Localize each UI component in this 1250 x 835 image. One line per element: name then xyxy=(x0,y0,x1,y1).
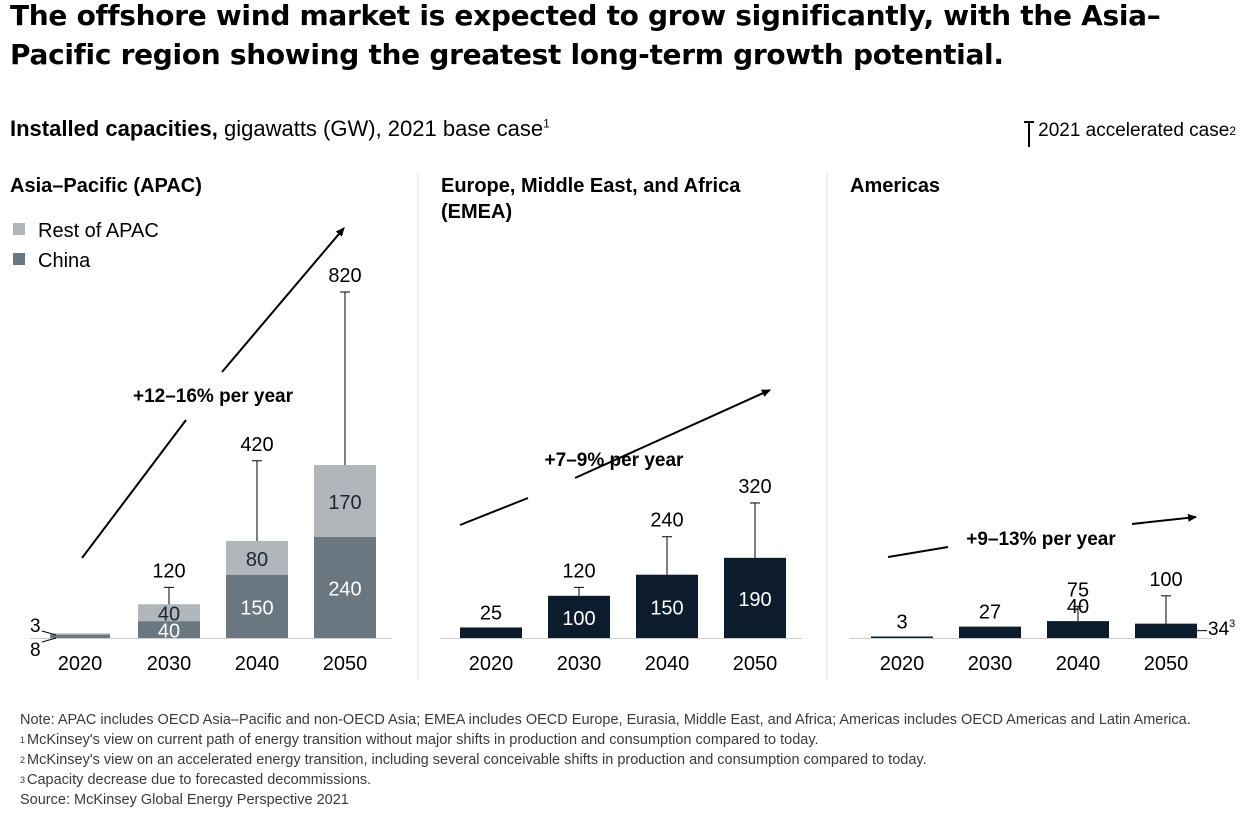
americas-category-label: 2020 xyxy=(880,653,925,675)
apac-bar-rest xyxy=(138,604,200,622)
chart-title: The offshore wind market is expected to … xyxy=(10,0,1161,71)
americas-bar xyxy=(871,636,933,638)
emea-accelerated-label: 240 xyxy=(650,510,683,532)
americas-value-label: 343 xyxy=(1208,618,1235,640)
apac-accelerated-label: 420 xyxy=(240,434,273,456)
americas-bar xyxy=(959,626,1021,638)
emea-category-label: 2050 xyxy=(733,653,778,675)
legend-label-rest-apac: Rest of APAC xyxy=(38,220,159,242)
apac-label-rest: 80 xyxy=(246,549,268,571)
emea-category-label: 2040 xyxy=(645,653,690,675)
error-bar-icon xyxy=(1024,121,1035,147)
apac-growth-label: +12–16% per year xyxy=(133,386,294,407)
apac-label-rest: 40 xyxy=(158,604,180,626)
emea-category-label: 2030 xyxy=(557,653,602,675)
apac-label-china-2020: 8 xyxy=(30,640,41,661)
emea-accelerated-label: 320 xyxy=(738,476,771,498)
emea-bar xyxy=(460,627,522,638)
apac-callout-line xyxy=(41,630,57,636)
americas-category-label: 2030 xyxy=(968,653,1013,675)
americas-category-label: 2040 xyxy=(1056,653,1101,675)
apac-panel-title: Asia–Pacific (APAC) xyxy=(10,175,202,197)
apac-growth-arrow xyxy=(81,419,187,559)
emea-growth-label: +7–9% per year xyxy=(545,450,685,471)
emea-accelerated-label: 120 xyxy=(562,560,595,582)
chart-subtitle: Installed capacities, gigawatts (GW), 20… xyxy=(10,116,550,142)
americas-bar xyxy=(1135,623,1197,638)
chart-canvas: Asia–Pacific (APAC)382020404012020301508… xyxy=(10,172,1235,680)
footnote-source: Source: McKinsey Global Energy Perspecti… xyxy=(20,792,349,808)
apac-category-label: 2030 xyxy=(147,653,192,675)
emea-bar xyxy=(548,595,610,638)
subtitle-bold: Installed capacities, xyxy=(10,116,218,141)
apac-label-china: 40 xyxy=(158,621,180,643)
emea-value-label: 100 xyxy=(562,608,595,630)
footnote-2: 2 McKinsey's view on an accelerated energ… xyxy=(20,752,927,768)
americas-category-label: 2050 xyxy=(1144,653,1189,675)
accelerated-legend-label: 2021 accelerated case xyxy=(1038,120,1230,141)
apac-category-label: 2040 xyxy=(235,653,280,675)
footnote-1: 1 McKinsey's view on current path of ener… xyxy=(20,732,819,748)
emea-panel-title: Europe, Middle East, and Africa (EMEA) xyxy=(441,175,741,223)
emea-value-label: 190 xyxy=(738,589,771,611)
apac-label-china: 150 xyxy=(240,597,273,619)
americas-growth-arrow xyxy=(887,546,949,558)
emea-category-label: 2020 xyxy=(469,653,514,675)
accelerated-case-legend: 2021 accelerated case 2 xyxy=(1024,118,1236,147)
legend-label-china: China xyxy=(38,250,91,272)
apac-label-china: 240 xyxy=(328,578,361,600)
subtitle-sup: 1 xyxy=(543,116,550,131)
apac-growth-arrow xyxy=(221,227,345,373)
americas-panel-title: Americas xyxy=(850,175,940,197)
apac-bar-china xyxy=(226,574,288,638)
americas-accelerated-label: 75 xyxy=(1067,579,1089,601)
subtitle-rest: gigawatts (GW), 2021 base case xyxy=(217,116,544,141)
americas-bar xyxy=(1047,621,1109,638)
emea-growth-arrow xyxy=(574,389,771,479)
apac-bar-rest xyxy=(314,465,376,537)
americas-value-label: 27 xyxy=(979,602,1001,624)
emea-value-label: 150 xyxy=(650,597,683,619)
apac-bar-rest xyxy=(226,540,288,575)
footnote-3: 3 Capacity decrease due to forecasted dec… xyxy=(20,772,372,788)
apac-category-label: 2050 xyxy=(323,653,368,675)
apac-accelerated-label: 120 xyxy=(152,560,185,582)
apac-accelerated-label: 820 xyxy=(328,265,361,287)
apac-bar-rest xyxy=(50,633,110,635)
legend-swatch-china xyxy=(13,253,25,265)
apac-callout-line xyxy=(41,637,57,643)
accelerated-legend-sup: 2 xyxy=(1229,124,1236,138)
americas-growth-arrow xyxy=(1131,513,1197,525)
apac-label-rest: 170 xyxy=(328,492,361,514)
apac-bar-china xyxy=(314,536,376,638)
americas-value-label: 3 xyxy=(896,612,907,634)
legend-swatch-rest-apac xyxy=(13,223,25,235)
americas-accelerated-label: 100 xyxy=(1149,569,1182,591)
apac-category-label: 2020 xyxy=(58,653,103,675)
emea-growth-arrow xyxy=(459,497,529,526)
emea-bar xyxy=(724,557,786,638)
apac-bar-china xyxy=(50,634,110,638)
footnotes: Note: APAC includes OECD Asia–Pacific an… xyxy=(20,710,1200,810)
emea-bar xyxy=(636,574,698,638)
apac-bar-china xyxy=(138,621,200,638)
apac-label-rest-2020: 3 xyxy=(30,616,41,637)
emea-value-label: 25 xyxy=(480,602,502,624)
footnote-note: Note: APAC includes OECD Asia–Pacific an… xyxy=(20,712,1191,728)
americas-growth-label: +9–13% per year xyxy=(966,529,1116,550)
